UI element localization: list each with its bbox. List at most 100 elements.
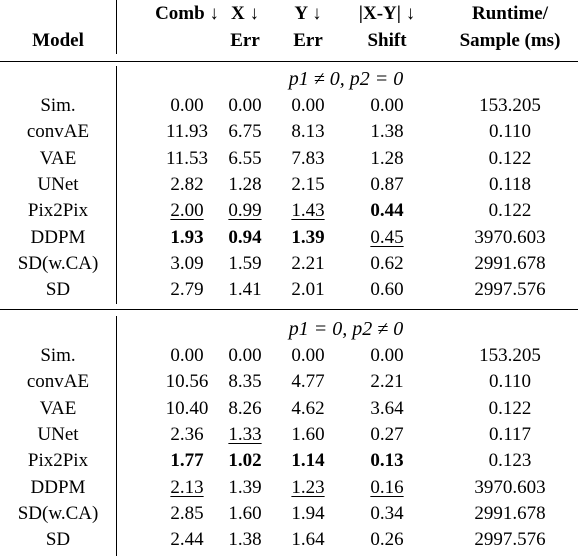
model-name: UNet — [37, 174, 79, 195]
table-cell: 4.62 — [291, 398, 325, 419]
model-name: Pix2Pix — [27, 200, 89, 221]
model-name: Sim. — [40, 345, 76, 366]
model-name: DDPM — [30, 227, 86, 248]
table-cell: 2.00 — [170, 200, 204, 221]
table-cell: 3970.603 — [474, 227, 546, 248]
table-cell: 1.38 — [228, 529, 262, 550]
table-cell: 2997.576 — [474, 529, 546, 550]
table-cell: 1.02 — [228, 450, 262, 471]
table-cell: 10.40 — [165, 398, 209, 419]
table-cell: 7.83 — [291, 148, 325, 169]
table-cell: 0.45 — [370, 227, 404, 248]
table-cell: 1.60 — [291, 424, 325, 445]
table-cell: 0.34 — [370, 503, 404, 524]
table-cell: 0.44 — [370, 200, 404, 221]
model-name: VAE — [39, 398, 77, 419]
table-cell: 0.00 — [291, 95, 325, 116]
table-cell: 0.00 — [370, 345, 404, 366]
column-divider — [116, 0, 117, 54]
table-cell: 0.00 — [291, 345, 325, 366]
table-cell: 1.43 — [291, 200, 325, 221]
table-cell: 0.122 — [488, 200, 532, 221]
table-cell: 10.56 — [165, 371, 209, 392]
model-name: DDPM — [30, 477, 86, 498]
column-divider — [116, 66, 117, 304]
header-rule — [0, 61, 578, 62]
table-cell: 2.21 — [291, 253, 325, 274]
table-cell: 2991.678 — [474, 503, 546, 524]
table-cell: 0.94 — [228, 227, 262, 248]
table-cell: 11.53 — [165, 148, 209, 169]
table-cell: 0.122 — [488, 148, 532, 169]
header-cell: |X-Y| ↓ — [358, 3, 416, 24]
table-cell: 0.26 — [370, 529, 404, 550]
table-cell: 1.59 — [228, 253, 262, 274]
table-cell: 1.33 — [228, 424, 262, 445]
table-cell: 0.27 — [370, 424, 404, 445]
model-name: SD — [45, 279, 71, 300]
table-cell: 0.00 — [170, 345, 204, 366]
table-cell: 2.01 — [291, 279, 325, 300]
header-cell: Sample (ms) — [459, 30, 561, 51]
table-cell: 1.38 — [370, 121, 404, 142]
table-cell: 1.94 — [291, 503, 325, 524]
table-cell: 4.77 — [291, 371, 325, 392]
table-cell: 8.35 — [228, 371, 262, 392]
table-cell: 0.117 — [488, 424, 532, 445]
table-cell: 1.28 — [370, 148, 404, 169]
table-cell: 2.82 — [170, 174, 204, 195]
table-cell: 0.110 — [488, 371, 532, 392]
header-cell: Err — [230, 30, 260, 51]
header-cell: Shift — [367, 30, 407, 51]
table-cell: 1.60 — [228, 503, 262, 524]
table-cell: 6.55 — [228, 148, 262, 169]
table-cell: 1.77 — [170, 450, 204, 471]
header-cell: Err — [293, 30, 323, 51]
model-name: convAE — [26, 121, 90, 142]
table-cell: 2.36 — [170, 424, 204, 445]
section-title: p1 = 0, p2 ≠ 0 — [288, 318, 404, 340]
table-cell: 153.205 — [479, 345, 541, 366]
table-cell: 0.00 — [370, 95, 404, 116]
table-cell: 0.13 — [370, 450, 404, 471]
table-cell: 0.60 — [370, 279, 404, 300]
model-name: VAE — [39, 148, 77, 169]
table-cell: 0.122 — [488, 398, 532, 419]
header-cell: Model — [32, 30, 84, 51]
header-cell: Comb ↓ — [155, 3, 219, 24]
table-cell: 1.93 — [170, 227, 204, 248]
table-cell: 3.64 — [370, 398, 404, 419]
table-cell: 1.41 — [228, 279, 262, 300]
header-cell: X ↓ — [231, 3, 259, 24]
model-name: SD(w.CA) — [17, 503, 99, 524]
table-cell: 0.123 — [488, 450, 532, 471]
model-name: SD(w.CA) — [17, 253, 99, 274]
table-cell: 2.21 — [370, 371, 404, 392]
table-cell: 1.39 — [228, 477, 262, 498]
model-name: Pix2Pix — [27, 450, 89, 471]
table-cell: 153.205 — [479, 95, 541, 116]
table-cell: 3.09 — [170, 253, 204, 274]
table-cell: 0.16 — [370, 477, 404, 498]
table-cell: 1.64 — [291, 529, 325, 550]
table-cell: 2.85 — [170, 503, 204, 524]
header-cell: Runtime/ — [472, 3, 548, 24]
table-cell: 1.14 — [291, 450, 325, 471]
table-cell: 0.110 — [488, 121, 532, 142]
model-name: UNet — [37, 424, 79, 445]
header-cell: Y ↓ — [294, 3, 322, 24]
table-cell: 3970.603 — [474, 477, 546, 498]
column-divider — [116, 316, 117, 556]
table-cell: 2997.576 — [474, 279, 546, 300]
section-rule — [0, 309, 578, 310]
table-cell: 0.87 — [370, 174, 404, 195]
table-cell: 0.00 — [228, 345, 262, 366]
table-cell: 8.13 — [291, 121, 325, 142]
model-name: convAE — [26, 371, 90, 392]
table-cell: 6.75 — [228, 121, 262, 142]
table-cell: 1.23 — [291, 477, 325, 498]
table-cell: 0.00 — [228, 95, 262, 116]
section-title: p1 ≠ 0, p2 = 0 — [288, 68, 404, 90]
table-cell: 8.26 — [228, 398, 262, 419]
